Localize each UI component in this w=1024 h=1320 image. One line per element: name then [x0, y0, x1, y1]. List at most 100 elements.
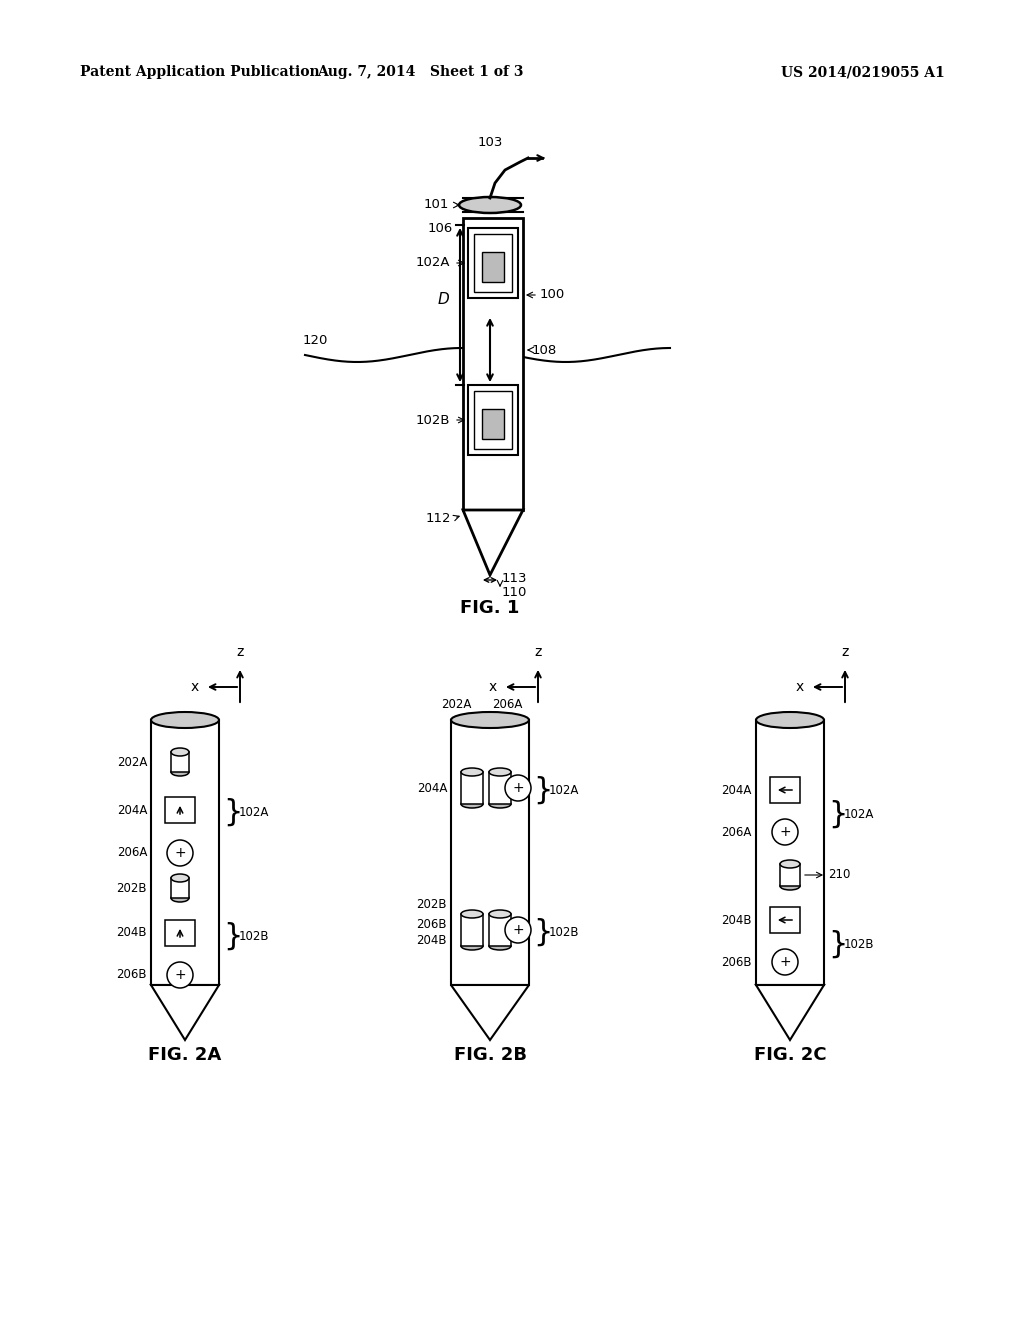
Text: 102A: 102A: [239, 805, 269, 818]
Text: 206B: 206B: [417, 919, 447, 932]
Text: 204B: 204B: [722, 913, 752, 927]
Circle shape: [772, 818, 798, 845]
Text: 206B: 206B: [117, 969, 147, 982]
Text: 102A: 102A: [549, 784, 580, 796]
Text: FIG. 2A: FIG. 2A: [148, 1045, 221, 1064]
Text: 206A: 206A: [722, 825, 752, 838]
Text: +: +: [174, 968, 185, 982]
Text: 202A: 202A: [441, 698, 472, 711]
Ellipse shape: [459, 197, 521, 213]
Ellipse shape: [451, 711, 529, 729]
Bar: [451, 719, 529, 985]
Text: 102B: 102B: [416, 413, 450, 426]
Text: 204A: 204A: [417, 781, 447, 795]
Bar: [770, 777, 800, 803]
Bar: [468, 228, 518, 298]
Text: 108: 108: [532, 343, 557, 356]
Text: 204A: 204A: [722, 784, 752, 796]
Text: }: }: [828, 800, 848, 829]
Ellipse shape: [171, 894, 189, 902]
Text: 103: 103: [477, 136, 503, 149]
Text: 102B: 102B: [549, 925, 580, 939]
Text: x: x: [796, 680, 804, 694]
Text: 101: 101: [424, 198, 449, 211]
Bar: [489, 772, 511, 804]
Circle shape: [167, 840, 193, 866]
Polygon shape: [451, 985, 529, 1040]
Text: +: +: [512, 781, 524, 795]
Bar: [780, 865, 800, 886]
Ellipse shape: [171, 768, 189, 776]
Text: FIG. 2C: FIG. 2C: [754, 1045, 826, 1064]
Bar: [482, 409, 504, 440]
Text: 210: 210: [828, 869, 850, 882]
Bar: [461, 772, 483, 804]
Text: 113: 113: [502, 572, 527, 585]
Bar: [482, 252, 504, 282]
Ellipse shape: [489, 768, 511, 776]
Bar: [474, 234, 512, 292]
Text: +: +: [779, 825, 791, 840]
Text: 206B: 206B: [722, 956, 752, 969]
Text: Patent Application Publication: Patent Application Publication: [80, 65, 319, 79]
Polygon shape: [756, 985, 824, 1040]
Bar: [171, 878, 189, 898]
Text: x: x: [488, 680, 497, 694]
Text: 202A: 202A: [117, 755, 147, 768]
Ellipse shape: [171, 874, 189, 882]
Bar: [151, 719, 219, 985]
Text: 206A: 206A: [117, 846, 147, 859]
Bar: [461, 913, 483, 946]
Text: FIG. 1: FIG. 1: [461, 599, 520, 616]
Text: }: }: [534, 776, 552, 804]
Text: z: z: [535, 645, 542, 659]
Text: +: +: [174, 846, 185, 861]
Ellipse shape: [489, 909, 511, 917]
Text: 120: 120: [302, 334, 328, 346]
Ellipse shape: [171, 748, 189, 756]
Bar: [770, 907, 800, 933]
Text: 102B: 102B: [844, 937, 874, 950]
Text: }: }: [828, 929, 848, 958]
Circle shape: [167, 962, 193, 987]
Text: 206A: 206A: [492, 698, 522, 711]
Ellipse shape: [461, 942, 483, 950]
Text: 110: 110: [502, 586, 527, 598]
Text: 102A: 102A: [416, 256, 450, 269]
Ellipse shape: [756, 711, 824, 729]
Text: 100: 100: [540, 289, 565, 301]
Text: US 2014/0219055 A1: US 2014/0219055 A1: [781, 65, 945, 79]
Text: }: }: [534, 917, 552, 946]
Ellipse shape: [489, 942, 511, 950]
Ellipse shape: [151, 711, 219, 729]
Text: z: z: [237, 645, 244, 659]
Text: 202B: 202B: [117, 882, 147, 895]
Ellipse shape: [461, 768, 483, 776]
Text: x: x: [190, 680, 199, 694]
Circle shape: [505, 775, 531, 801]
Ellipse shape: [461, 800, 483, 808]
Ellipse shape: [489, 800, 511, 808]
Bar: [463, 218, 523, 510]
Text: }: }: [223, 921, 243, 950]
Circle shape: [505, 917, 531, 942]
Text: }: }: [223, 797, 243, 826]
Text: +: +: [779, 954, 791, 969]
Polygon shape: [463, 510, 523, 576]
Bar: [756, 719, 824, 985]
Polygon shape: [151, 985, 219, 1040]
Bar: [165, 797, 195, 822]
Bar: [171, 752, 189, 772]
Text: 202B: 202B: [417, 899, 447, 912]
Text: Aug. 7, 2014   Sheet 1 of 3: Aug. 7, 2014 Sheet 1 of 3: [316, 65, 523, 79]
Text: 112: 112: [426, 511, 451, 524]
Circle shape: [772, 949, 798, 975]
Bar: [165, 920, 195, 946]
Text: 102B: 102B: [239, 929, 269, 942]
Text: +: +: [512, 923, 524, 937]
Text: 204B: 204B: [417, 933, 447, 946]
Bar: [489, 913, 511, 946]
Ellipse shape: [780, 861, 800, 869]
Text: D: D: [437, 293, 449, 308]
Ellipse shape: [461, 909, 483, 917]
